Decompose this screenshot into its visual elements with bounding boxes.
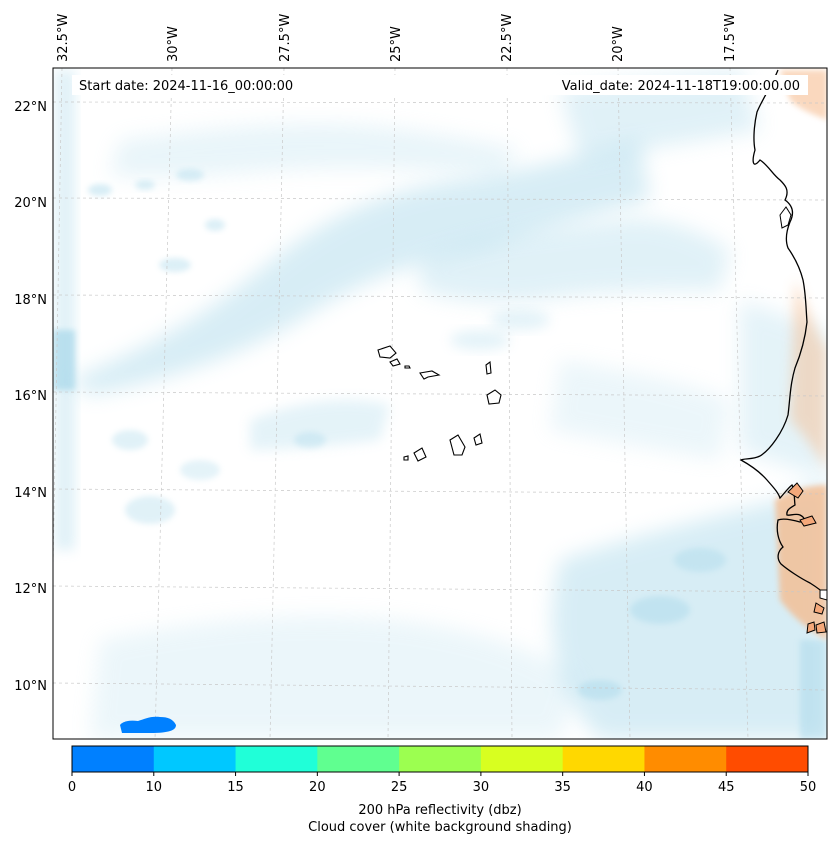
lat-label: 18°N <box>14 293 47 308</box>
lon-label: 30°W <box>166 26 181 62</box>
cloud-cover-shading <box>53 70 827 739</box>
lon-label: 25°W <box>389 26 404 62</box>
lon-label: 32.5°W <box>56 14 71 62</box>
colorbar-segment <box>317 746 400 772</box>
map-border <box>52 67 828 740</box>
colorbar-ticks: 0 10 15 20 25 30 35 40 45 50 <box>68 772 816 795</box>
colorbar-segment <box>562 746 645 772</box>
colorbar-segment <box>153 746 237 772</box>
colorbar-tick-label: 25 <box>391 780 408 795</box>
info-strip <box>72 75 808 95</box>
colorbar-sublabel: Cloud cover (white background shading) <box>308 820 572 835</box>
colorbar-tick-label: 50 <box>800 780 817 795</box>
lat-label: 14°N <box>14 486 47 501</box>
colorbar-tick-label: 40 <box>636 780 653 795</box>
colorbar-tick-label: 45 <box>718 780 735 795</box>
colorbar-tick-label: 0 <box>68 780 76 795</box>
colorbar-tick-label: 10 <box>146 780 163 795</box>
colorbar: 0 10 15 20 25 30 35 40 45 50 200 hPa reflectivity… <box>68 745 816 835</box>
map-layers: Start date: 2024-11-16_00:00:00 Valid_da… <box>53 68 827 739</box>
lat-label: 22°N <box>14 100 47 115</box>
colorbar-border <box>71 745 809 773</box>
coastal-islands <box>779 206 827 601</box>
colorbar-tick-label: 35 <box>554 780 571 795</box>
colorbar-segment <box>644 746 727 772</box>
colorbar-segments <box>72 746 809 772</box>
graticule <box>53 68 827 739</box>
colorbar-tick-label: 20 <box>309 780 326 795</box>
start-date-label: Start date: 2024-11-16_00:00:00 <box>79 79 293 94</box>
lon-label: 27.5°W <box>278 14 293 62</box>
lat-label: 12°N <box>14 582 47 597</box>
colorbar-segment <box>399 746 482 772</box>
lon-label: 20°W <box>611 26 626 62</box>
longitude-labels: 32.5°W 30°W 27.5°W 25°W 22.5°W 20°W 17.5… <box>56 14 738 62</box>
cape-verde-islands <box>377 345 502 462</box>
lon-label: 22.5°W <box>500 14 515 62</box>
colorbar-label: 200 hPa reflectivity (dbz) <box>358 803 521 818</box>
colorbar-segment <box>235 746 318 772</box>
colorbar-segment <box>72 746 155 772</box>
lat-label: 10°N <box>14 679 47 694</box>
lat-label: 20°N <box>14 196 47 211</box>
coastal-islands-warm <box>787 482 827 634</box>
valid-date-label: Valid_date: 2024-11-18T19:00:00.00 <box>562 79 800 94</box>
lon-label: 17.5°W <box>723 14 738 62</box>
reflectivity-cell <box>120 716 176 733</box>
colorbar-tick-label: 30 <box>473 780 490 795</box>
colorbar-segment <box>480 746 564 772</box>
latitude-labels: 22°N 20°N 18°N 16°N 14°N 12°N 10°N <box>14 100 47 694</box>
colorbar-tick-label: 15 <box>227 780 244 795</box>
coastline <box>739 69 827 597</box>
lat-label: 16°N <box>14 389 47 404</box>
colorbar-segment <box>726 746 809 772</box>
